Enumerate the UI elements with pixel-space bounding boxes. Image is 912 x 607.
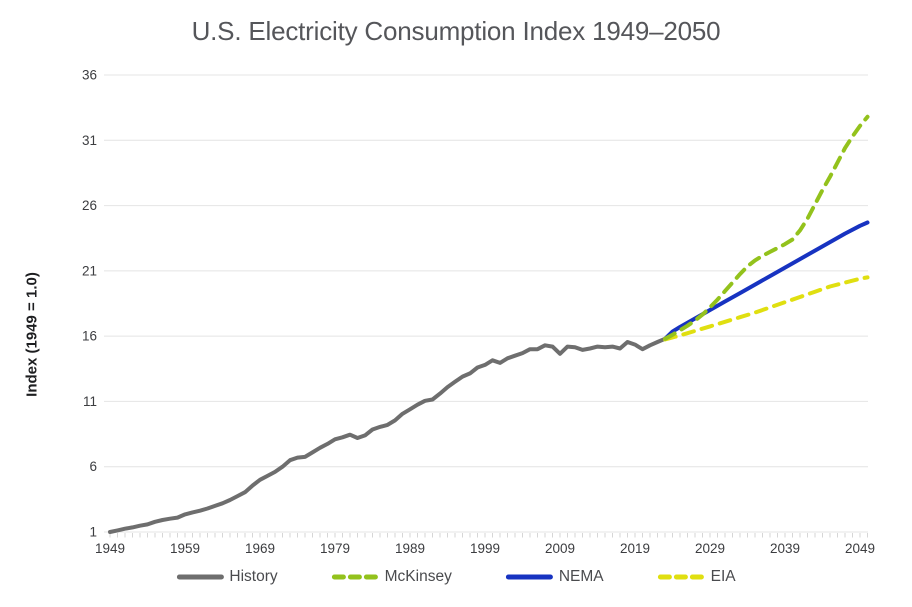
chart-title: U.S. Electricity Consumption Index 1949–… bbox=[191, 16, 721, 46]
x-tick-label: 2029 bbox=[695, 541, 725, 556]
series-line-mckinsey bbox=[663, 114, 870, 341]
x-tick-label: 1979 bbox=[320, 541, 350, 556]
y-tick-label: 21 bbox=[82, 263, 97, 278]
x-tick-label: 1949 bbox=[95, 541, 125, 556]
y-tick-label: 31 bbox=[82, 133, 97, 148]
legend-item-mckinsey: McKinsey bbox=[332, 568, 452, 586]
x-tick-label: 1999 bbox=[470, 541, 500, 556]
y-tick-label: 1 bbox=[89, 525, 97, 540]
x-tick-label: 2049 bbox=[845, 541, 875, 556]
x-tick-label: 1959 bbox=[170, 541, 200, 556]
legend-item-nema: NEMA bbox=[506, 568, 604, 586]
legend-label: NEMA bbox=[558, 568, 604, 585]
series-line-eia bbox=[663, 275, 870, 342]
nema-line-swatch-icon bbox=[506, 574, 554, 580]
y-tick-label: 36 bbox=[82, 68, 97, 83]
legend-item-history: History bbox=[176, 568, 278, 586]
series-line-history bbox=[108, 336, 667, 534]
legend-item-eia: EIA bbox=[658, 568, 736, 586]
x-tick-label: 2009 bbox=[545, 541, 575, 556]
y-tick-label: 6 bbox=[89, 459, 97, 474]
legend-label: History bbox=[229, 568, 278, 585]
series-line-nema bbox=[663, 220, 870, 341]
y-tick-label: 16 bbox=[82, 329, 97, 344]
chart-legend: History McKinsey NEMA EIA bbox=[176, 568, 736, 586]
y-tick-label: 26 bbox=[82, 198, 97, 213]
x-tick-label: 2039 bbox=[770, 541, 800, 556]
x-tick-label: 1989 bbox=[395, 541, 425, 556]
y-tick-label: 11 bbox=[83, 394, 97, 409]
mckinsey-dashed-line-swatch-icon bbox=[332, 574, 380, 580]
legend-label: McKinsey bbox=[384, 568, 452, 585]
eia-dashed-line-swatch-icon bbox=[658, 574, 706, 580]
legend-label: EIA bbox=[710, 568, 736, 585]
x-tick-label: 1969 bbox=[245, 541, 275, 556]
history-line-swatch-icon bbox=[176, 574, 224, 580]
x-tick-label: 2019 bbox=[620, 541, 650, 556]
